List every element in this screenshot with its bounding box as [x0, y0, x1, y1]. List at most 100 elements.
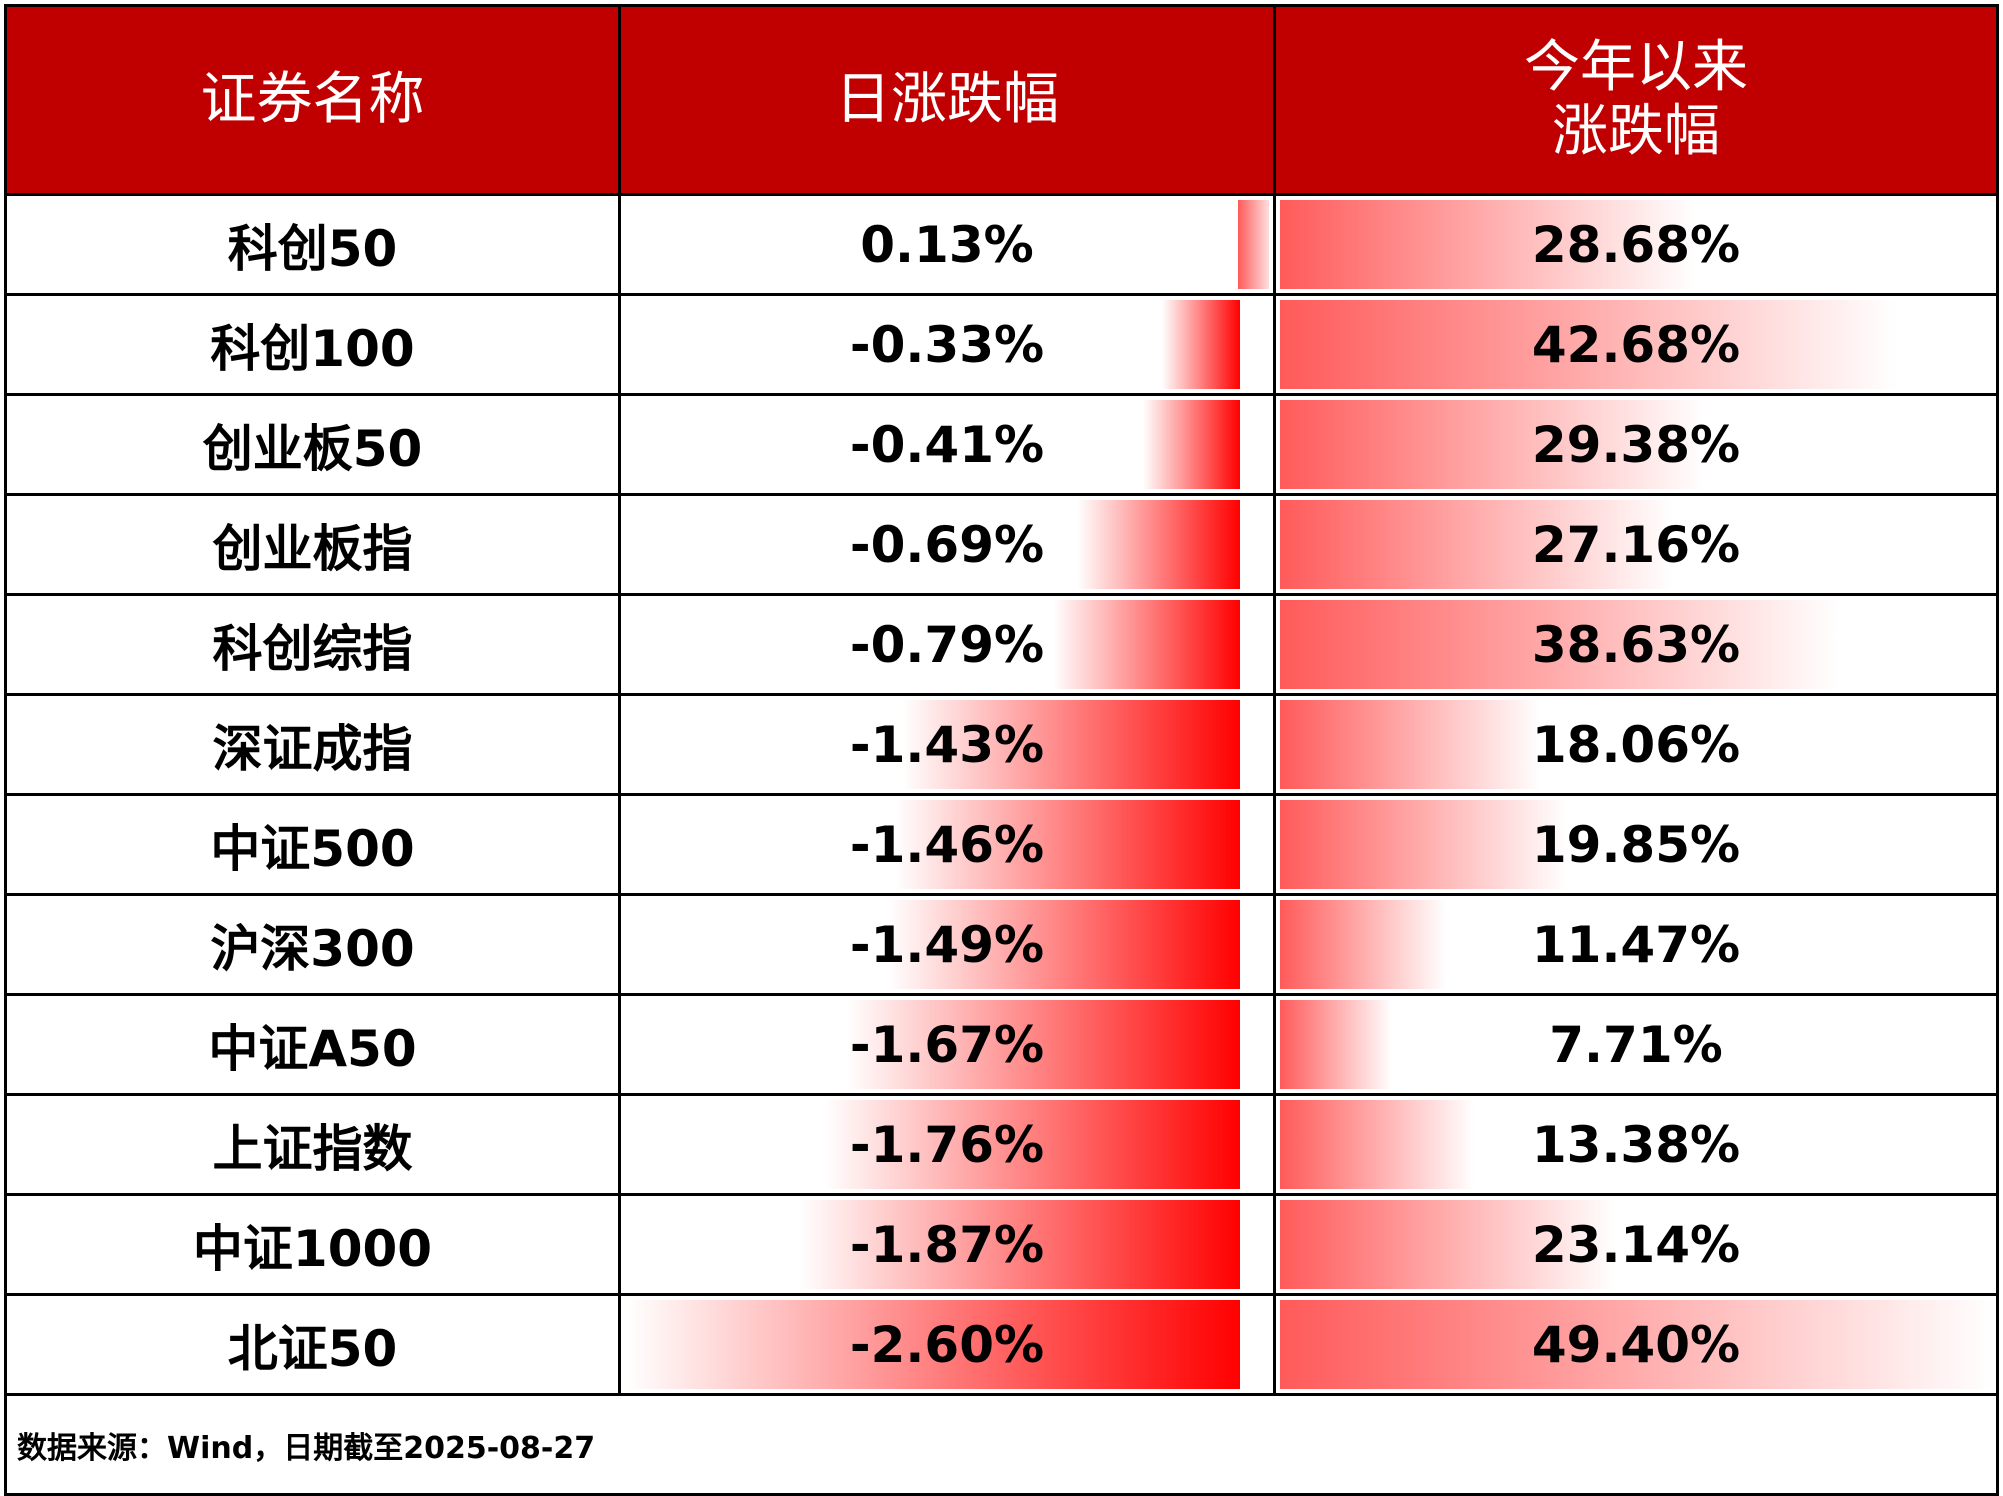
- daily-change-value: -0.69%: [849, 515, 1045, 574]
- daily-bar: [798, 1200, 1240, 1289]
- ytd-change-cell: 7.71%: [1276, 996, 1996, 1093]
- security-name-cell: 科创50: [7, 196, 621, 293]
- security-name-cell: 中证500: [7, 796, 621, 893]
- security-name-cell: 上证指数: [7, 1096, 621, 1193]
- ytd-bar: [1280, 700, 1542, 789]
- daily-bar: [1077, 500, 1240, 589]
- ytd-change-cell: 23.14%: [1276, 1196, 1996, 1293]
- daily-bar: [902, 700, 1240, 789]
- security-name: 中证A50: [208, 1019, 417, 1078]
- ytd-change-value: 23.14%: [1531, 1215, 1741, 1274]
- ytd-change-cell: 18.06%: [1276, 696, 1996, 793]
- ytd-bar: [1280, 400, 1706, 489]
- ytd-change-cell: 29.38%: [1276, 396, 1996, 493]
- table-row: 中证1000 -1.87% 23.14%: [7, 1196, 1996, 1296]
- daily-change-cell: -1.46%: [621, 796, 1276, 893]
- daily-bar: [895, 800, 1240, 889]
- security-name: 上证指数: [212, 1119, 413, 1178]
- ytd-bar: [1280, 200, 1696, 289]
- ytd-change-cell: 11.47%: [1276, 896, 1996, 993]
- daily-bar: [1238, 200, 1269, 289]
- security-name: 北证50: [227, 1319, 398, 1378]
- ytd-bar: [1280, 1100, 1474, 1189]
- daily-change-value: -1.49%: [849, 915, 1045, 974]
- ytd-bar: [1280, 800, 1568, 889]
- daily-change-value: -1.76%: [849, 1115, 1045, 1174]
- daily-change-value: -2.60%: [849, 1315, 1045, 1374]
- daily-bar: [1053, 600, 1240, 689]
- daily-change-cell: -0.69%: [621, 496, 1276, 593]
- ytd-change-value: 42.68%: [1531, 315, 1741, 374]
- table-row: 沪深300 -1.49% 11.47%: [7, 896, 1996, 996]
- table-row: 中证500 -1.46% 19.85%: [7, 796, 1996, 896]
- ytd-change-value: 11.47%: [1531, 915, 1741, 974]
- source-note: 数据来源：Wind，日期截至2025-08-27: [17, 1430, 596, 1466]
- ytd-change-value: 49.40%: [1531, 1315, 1741, 1374]
- security-name: 创业板指: [212, 519, 413, 578]
- daily-change-cell: -0.41%: [621, 396, 1276, 493]
- security-name: 科创综指: [212, 619, 413, 678]
- daily-change-cell: -1.49%: [621, 896, 1276, 993]
- security-name-cell: 沪深300: [7, 896, 621, 993]
- security-name: 深证成指: [212, 719, 413, 778]
- table-row: 创业板50 -0.41% 29.38%: [7, 396, 1996, 496]
- daily-change-cell: -2.60%: [621, 1296, 1276, 1393]
- table-row: 科创100 -0.33% 42.68%: [7, 296, 1996, 396]
- security-name: 科创50: [227, 219, 398, 278]
- ytd-change-value: 29.38%: [1531, 415, 1741, 474]
- security-name-cell: 科创100: [7, 296, 621, 393]
- daily-bar: [845, 1000, 1240, 1089]
- daily-change-cell: -1.76%: [621, 1096, 1276, 1193]
- security-name-cell: 深证成指: [7, 696, 621, 793]
- ytd-change-cell: 42.68%: [1276, 296, 1996, 393]
- security-name-cell: 创业板50: [7, 396, 621, 493]
- daily-bar: [626, 1300, 1240, 1389]
- table-row: 科创50 0.13% 28.68%: [7, 196, 1996, 296]
- ytd-change-value: 27.16%: [1531, 515, 1741, 574]
- security-name: 科创100: [210, 319, 415, 378]
- ytd-change-value: 38.63%: [1531, 615, 1741, 674]
- ytd-bar: [1280, 1000, 1392, 1089]
- daily-bar: [1162, 300, 1240, 389]
- security-name-cell: 创业板指: [7, 496, 621, 593]
- table-header: 证券名称 日涨跌幅 今年以来 涨跌幅: [7, 7, 1996, 196]
- daily-bar: [1143, 400, 1240, 489]
- table-row: 创业板指 -0.69% 27.16%: [7, 496, 1996, 596]
- ytd-change-value: 18.06%: [1531, 715, 1741, 774]
- daily-change-cell: -0.33%: [621, 296, 1276, 393]
- security-name-cell: 科创综指: [7, 596, 621, 693]
- performance-table: 证券名称 日涨跌幅 今年以来 涨跌幅 科创50 0.13% 28.68% 科创100 -0…: [4, 4, 1999, 1496]
- daily-change-cell: -1.67%: [621, 996, 1276, 1093]
- ytd-bar: [1280, 900, 1446, 989]
- daily-change-value: -0.79%: [849, 615, 1045, 674]
- table-row: 上证指数 -1.76% 13.38%: [7, 1096, 1996, 1196]
- ytd-bar: [1280, 1200, 1615, 1289]
- ytd-bar: [1280, 600, 1840, 689]
- daily-change-cell: -1.43%: [621, 696, 1276, 793]
- table-row: 科创综指 -0.79% 38.63%: [7, 596, 1996, 696]
- ytd-change-value: 28.68%: [1531, 215, 1741, 274]
- daily-change-cell: -1.87%: [621, 1196, 1276, 1293]
- daily-change-cell: 0.13%: [621, 196, 1276, 293]
- security-name: 创业板50: [202, 419, 423, 478]
- header-ytd-line2: 涨跌幅: [1552, 99, 1720, 164]
- daily-change-value: -0.33%: [849, 315, 1045, 374]
- ytd-bar: [1280, 1300, 1995, 1389]
- daily-change-value: -1.46%: [849, 815, 1045, 874]
- table-row: 中证A50 -1.67% 7.71%: [7, 996, 1996, 1096]
- security-name-cell: 中证1000: [7, 1196, 621, 1293]
- ytd-change-cell: 28.68%: [1276, 196, 1996, 293]
- ytd-change-cell: 13.38%: [1276, 1096, 1996, 1193]
- daily-change-value: -1.43%: [849, 715, 1045, 774]
- ytd-change-value: 19.85%: [1531, 815, 1741, 874]
- security-name: 中证500: [210, 819, 415, 878]
- daily-change-value: 0.13%: [860, 215, 1034, 274]
- table-row: 北证50 -2.60% 49.40%: [7, 1296, 1996, 1396]
- daily-change-value: -0.41%: [849, 415, 1045, 474]
- header-daily-change: 日涨跌幅: [621, 7, 1276, 193]
- header-ytd-line1: 今年以来: [1524, 34, 1748, 100]
- ytd-change-cell: 19.85%: [1276, 796, 1996, 893]
- ytd-change-value: 7.71%: [1549, 1015, 1723, 1074]
- table-body: 科创50 0.13% 28.68% 科创100 -0.33% 42.68% 创业板50 -0.…: [7, 196, 1996, 1396]
- ytd-change-cell: 38.63%: [1276, 596, 1996, 693]
